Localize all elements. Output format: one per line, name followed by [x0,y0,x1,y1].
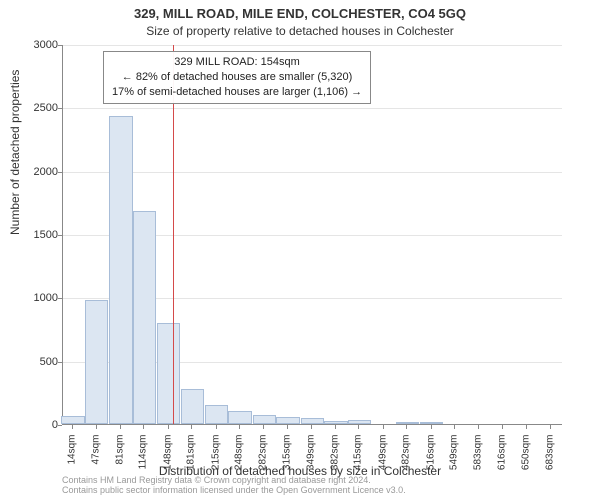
y-tick-label: 0 [18,419,58,431]
x-tick-mark [311,425,312,429]
x-tick-mark [120,425,121,429]
annotation-line-1: 329 MILL ROAD: 154sqm [112,55,362,70]
x-tick-label: 282sqm [258,435,269,483]
x-tick-mark [168,425,169,429]
x-tick-label: 349sqm [306,435,317,483]
x-tick-label: 181sqm [186,435,197,483]
plot-area: 329 MILL ROAD: 154sqm ← 82% of detached … [62,45,562,425]
histogram-bar [348,420,372,424]
x-tick-label: 616sqm [497,435,508,483]
x-tick-mark [358,425,359,429]
histogram-bar [157,323,181,424]
histogram-bar [276,417,300,424]
x-tick-label: 215sqm [210,435,221,483]
x-tick-mark [454,425,455,429]
histogram-bar [228,411,252,424]
histogram-bar [253,415,277,424]
x-tick-label: 382sqm [329,435,340,483]
x-tick-mark [239,425,240,429]
x-tick-label: 81sqm [114,435,125,483]
gridline [63,45,562,46]
histogram-bar [109,116,133,424]
y-tick-mark [58,45,62,46]
x-tick-mark [72,425,73,429]
y-tick-mark [58,108,62,109]
x-tick-mark [383,425,384,429]
x-tick-label: 549sqm [449,435,460,483]
x-tick-mark [143,425,144,429]
chart-container: 329, MILL ROAD, MILE END, COLCHESTER, CO… [0,0,600,500]
y-tick-label: 1000 [18,292,58,304]
x-tick-mark [478,425,479,429]
y-tick-label: 3000 [18,39,58,51]
histogram-bar [61,416,85,424]
annotation-box: 329 MILL ROAD: 154sqm ← 82% of detached … [103,51,371,104]
annotation-line-2: ← 82% of detached houses are smaller (5,… [112,70,362,85]
chart-subtitle: Size of property relative to detached ho… [0,24,600,38]
x-tick-label: 148sqm [162,435,173,483]
gridline [63,108,562,109]
x-tick-label: 583sqm [473,435,484,483]
x-tick-label: 516sqm [425,435,436,483]
y-tick-mark [58,235,62,236]
x-tick-mark [526,425,527,429]
histogram-bar [324,421,348,424]
y-tick-mark [58,298,62,299]
x-tick-label: 482sqm [401,435,412,483]
histogram-bar [301,418,325,424]
y-tick-mark [58,172,62,173]
x-tick-mark [191,425,192,429]
y-tick-label: 1500 [18,229,58,241]
annotation-line-3: 17% of semi-detached houses are larger (… [112,85,362,100]
x-tick-mark [431,425,432,429]
footer-line-2: Contains public sector information licen… [62,486,406,496]
x-tick-mark [502,425,503,429]
x-tick-label: 650sqm [521,435,532,483]
x-tick-label: 315sqm [282,435,293,483]
x-tick-mark [96,425,97,429]
y-tick-label: 2000 [18,166,58,178]
x-tick-label: 683sqm [544,435,555,483]
y-axis-label: Number of detached properties [8,70,22,235]
y-tick-mark [58,362,62,363]
histogram-bar [205,405,229,424]
x-tick-mark [335,425,336,429]
histogram-bar [181,389,205,424]
histogram-bar [85,300,109,424]
y-tick-label: 2500 [18,102,58,114]
x-tick-mark [287,425,288,429]
x-tick-mark [406,425,407,429]
x-tick-label: 14sqm [67,435,78,483]
x-tick-mark [263,425,264,429]
histogram-bar [420,422,444,424]
x-tick-mark [216,425,217,429]
x-tick-label: 248sqm [234,435,245,483]
gridline [63,172,562,173]
histogram-bar [133,211,157,424]
x-tick-mark [550,425,551,429]
y-tick-label: 500 [18,356,58,368]
x-tick-label: 47sqm [90,435,101,483]
chart-title: 329, MILL ROAD, MILE END, COLCHESTER, CO… [0,6,600,21]
x-tick-label: 449sqm [377,435,388,483]
y-tick-mark [58,425,62,426]
histogram-bar [396,422,420,424]
x-tick-label: 114sqm [138,435,149,483]
x-tick-label: 415sqm [353,435,364,483]
